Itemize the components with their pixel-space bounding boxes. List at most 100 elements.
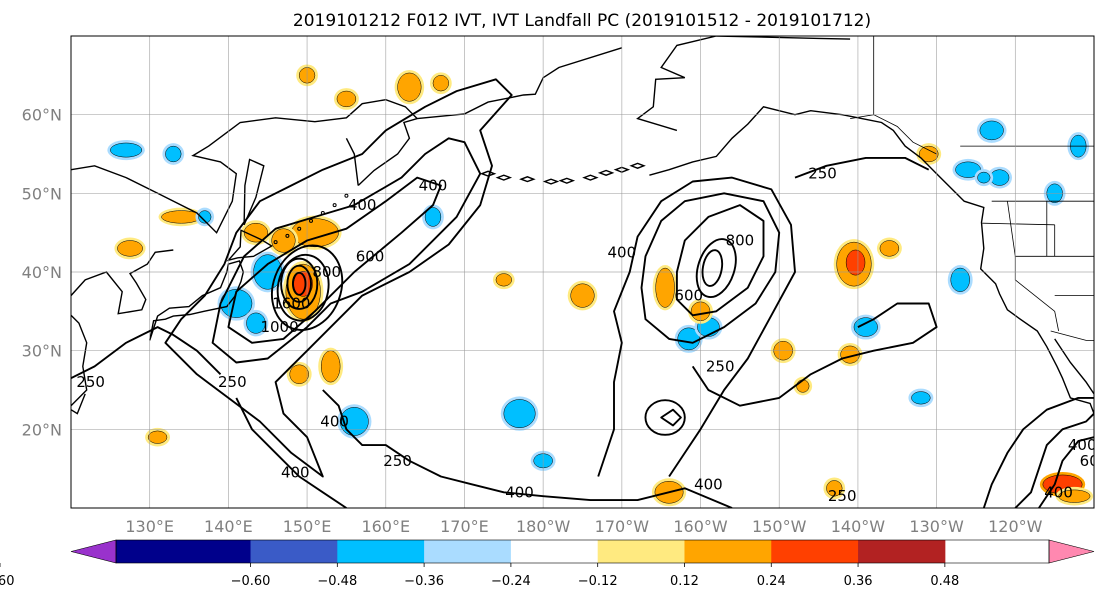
latitude-labels: 20°N 30°N 40°N 50°N 60°N (22, 106, 62, 440)
contour-label: 400 (608, 243, 637, 261)
pc-anomaly-region (397, 72, 422, 102)
contour-label: 400 (1068, 436, 1097, 454)
colorbar-segment (116, 540, 252, 563)
contour-label: 400 (1044, 483, 1073, 501)
longitude-label: 170°E (440, 517, 489, 536)
pc-anomaly-region (853, 317, 878, 337)
figure-title: 2019101212 F012 IVT, IVT Landfall PC (20… (293, 11, 871, 31)
pc-anomaly-region (655, 267, 675, 308)
pc-anomaly-region (289, 364, 309, 384)
ivt-contour-layer (71, 78, 1094, 508)
colorbar-tick-label: −0.48 (317, 574, 357, 589)
hokkaido-coastline (226, 229, 274, 262)
pc-anomaly-region (110, 142, 143, 158)
ivt-contour-1400 (286, 264, 312, 303)
pc-anomaly-region (117, 240, 143, 257)
colorbar-extend-low (70, 539, 117, 564)
contour-label: 400 (320, 412, 349, 430)
ivt-contour-400-central (640, 192, 781, 344)
ivt-contour-1000-central (701, 249, 724, 287)
colorbar-segment (597, 540, 685, 563)
longitude-label: 130°E (125, 517, 174, 536)
kuril-island (297, 226, 302, 231)
aleutian-island (519, 176, 536, 183)
ivt-contour-250-south (235, 397, 347, 508)
longitude-label: 150°W (752, 517, 807, 536)
pc-anomaly-region (845, 249, 866, 276)
pc-anomaly-region (879, 240, 900, 257)
kamchatka-west-coast (345, 137, 359, 186)
pc-anomaly-region (979, 120, 1004, 141)
aleutian-island (613, 166, 631, 173)
kuril-island (273, 240, 278, 245)
ivt-contour-250-gulf (794, 156, 930, 179)
contour-label: 400 (419, 176, 448, 194)
pc-anomaly-region (243, 222, 268, 243)
alaska-west-coastline (636, 36, 851, 132)
political-border (850, 114, 937, 155)
longitude-label: 130°W (909, 517, 964, 536)
colorbar-tick-labels: −0.60 −0.48 −0.36 −0.24 −0.12 0.12 0.24 0.36 0.4… (0, 563, 959, 589)
pc-anomaly-region (796, 379, 810, 393)
contour-label: 400 (505, 483, 534, 501)
aleutian-island (542, 178, 560, 185)
colorbar-tick-label: −0.12 (578, 574, 618, 589)
pc-anomaly-region (826, 480, 843, 497)
contour-label: 600 (674, 287, 703, 305)
latitude-label: 20°N (22, 420, 62, 439)
pc-anomaly-region (147, 430, 168, 444)
pc-anomaly-region (320, 350, 341, 383)
colorbar-tick-label: −0.36 (404, 574, 444, 589)
kuril-island (332, 203, 337, 208)
colorbar-segment (771, 540, 859, 563)
longitude-label: 160°E (361, 517, 410, 536)
pc-anomaly-region (503, 399, 536, 429)
ivt-contour-1000 (276, 253, 330, 322)
pc-anomaly-region (246, 312, 266, 334)
ivt-contour-600-central (675, 204, 765, 317)
pc-anomaly-region (1058, 489, 1091, 503)
aleutian-island (629, 162, 646, 169)
contour-label: 250 (76, 373, 105, 391)
colorbar-segment (424, 540, 512, 563)
sakhalin-coastline (243, 158, 265, 226)
contour-label: 600 (1080, 452, 1105, 470)
pc-anomaly-region (271, 228, 296, 253)
latitude-label: 50°N (22, 184, 62, 203)
longitude-label: 170°W (595, 517, 650, 536)
pc-anomaly-region (336, 90, 357, 108)
colorbar (70, 539, 1095, 564)
ivt-contour-800 (271, 244, 344, 331)
colorbar-segment (510, 540, 599, 563)
colorbar-tick-label: 0.24 (757, 574, 786, 589)
pc-anomaly-region (919, 145, 939, 163)
ivt-contour-400-south (322, 389, 733, 508)
contour-label: 400 (694, 475, 723, 493)
longitude-label: 120°W (988, 517, 1043, 536)
contour-label: 250 (808, 165, 837, 183)
aleutian-island (495, 174, 513, 181)
contour-label: 800 (312, 263, 341, 281)
pc-anomaly-region (424, 207, 442, 227)
political-border (982, 222, 1055, 226)
ivt-contour-600-ne (1038, 436, 1094, 508)
aleutian-island (479, 170, 497, 177)
latitude-label: 30°N (22, 342, 62, 361)
pc-anomaly-region (977, 171, 991, 184)
contour-label: 250 (383, 452, 412, 470)
pc-anomaly-region (950, 267, 970, 292)
aleutian-island (597, 169, 615, 176)
pc-anomaly-region (165, 145, 182, 163)
longitude-label: 140°E (204, 517, 253, 536)
colorbar-tick-label: 0.48 (930, 574, 959, 589)
longitude-labels: 130°E 140°E 150°E 160°E 170°E 180°W 170°W 160°W… (125, 517, 1042, 536)
kuril-island (309, 218, 314, 223)
ivt-contour-250 (164, 78, 513, 478)
longitude-label: 180°W (516, 517, 571, 536)
pc-anomaly-region (570, 283, 595, 308)
contour-label: 250 (218, 373, 247, 391)
taiwan-coastline (71, 393, 86, 415)
contour-label: 250 (706, 357, 735, 375)
colorbar-segment (858, 540, 946, 563)
